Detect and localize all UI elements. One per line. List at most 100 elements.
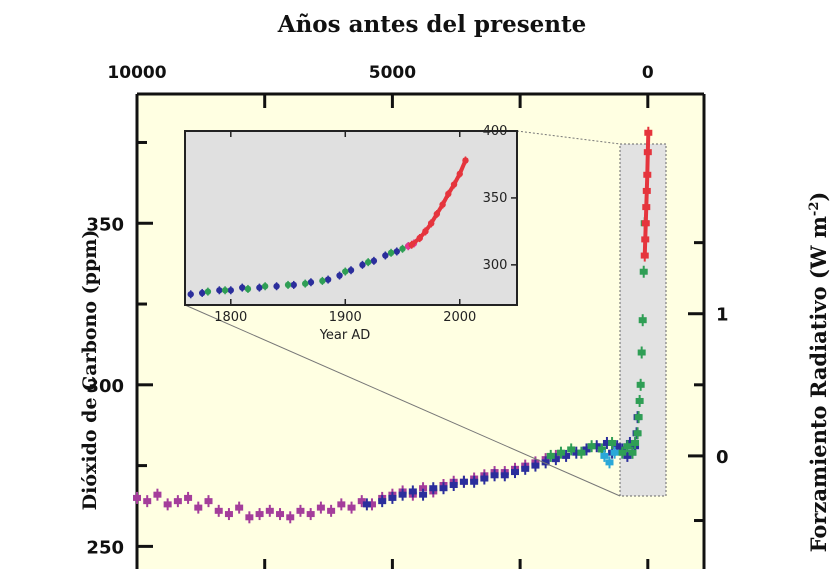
inset-point xyxy=(336,272,343,279)
main-series-4 xyxy=(600,446,619,469)
inset-series-3 xyxy=(408,156,469,249)
main-point xyxy=(521,465,530,472)
main-point xyxy=(490,472,499,479)
inset-point xyxy=(445,190,452,198)
main-point xyxy=(602,439,611,446)
inset-point xyxy=(364,258,372,266)
inset-point xyxy=(433,210,441,218)
left-tick-label-250: 250 xyxy=(86,537,124,558)
main-point xyxy=(265,507,274,514)
main-point xyxy=(597,446,606,453)
main-point xyxy=(419,491,428,498)
inset-ytick-label-350: 350 xyxy=(483,191,508,206)
top-tick-label-10000: 10000 xyxy=(107,63,166,83)
inset-xtick-label-1800: 1800 xyxy=(214,310,247,325)
main-point xyxy=(357,498,366,505)
main-point xyxy=(204,498,213,505)
main-point xyxy=(153,491,162,498)
main-point xyxy=(224,511,233,518)
inset-point xyxy=(450,181,458,188)
inset-point xyxy=(204,288,212,295)
main-point xyxy=(378,498,387,505)
main-point xyxy=(316,504,325,511)
inset-point xyxy=(387,249,395,256)
inset-point xyxy=(261,283,269,290)
inset-point xyxy=(382,252,389,259)
inset-point xyxy=(216,287,223,294)
main-point xyxy=(429,485,438,492)
main-point xyxy=(635,397,644,404)
main-point xyxy=(214,507,223,514)
inset-point xyxy=(462,157,469,164)
inset-point xyxy=(370,257,378,265)
main-point xyxy=(638,317,647,324)
main-point xyxy=(163,501,172,508)
main-point xyxy=(625,439,634,446)
inset-point xyxy=(456,170,463,178)
main-point xyxy=(613,443,622,450)
main-point xyxy=(276,511,285,518)
main-point xyxy=(608,439,617,446)
ylabel-left: Dióxido de Carbono (ppm) xyxy=(79,230,101,511)
main-point xyxy=(408,488,417,495)
inset-chart: 1800 1900 2000 300 350 400 Year AD xyxy=(184,124,518,343)
inset-ytick-label-400: 400 xyxy=(483,124,508,139)
main-point xyxy=(562,452,571,459)
main-point xyxy=(546,452,555,459)
main-point xyxy=(419,485,428,492)
main-point xyxy=(245,514,254,521)
main-point xyxy=(173,498,182,505)
inset-point xyxy=(347,267,355,274)
main-point xyxy=(628,449,637,456)
main-point xyxy=(572,449,581,456)
main-point xyxy=(567,446,576,453)
inset-point xyxy=(187,291,194,298)
inset-point xyxy=(342,268,349,275)
inset-point xyxy=(416,234,423,242)
inset-point xyxy=(290,281,297,289)
main-point xyxy=(286,514,295,521)
main-point xyxy=(449,481,458,488)
inset-point xyxy=(427,220,435,227)
main-point xyxy=(577,449,586,456)
main-point xyxy=(600,452,609,459)
main-point xyxy=(623,443,632,450)
main-point xyxy=(610,449,619,456)
inset-point xyxy=(324,276,332,283)
main-axis-ticks: 10000 5000 0 250 300 350 1 0 xyxy=(86,63,729,569)
main-series-3 xyxy=(640,126,653,262)
inset-point xyxy=(284,281,292,289)
main-point xyxy=(388,494,397,501)
inset-point xyxy=(359,261,366,269)
main-point xyxy=(582,446,591,453)
inset-point xyxy=(307,279,315,286)
left-tick-label-350: 350 xyxy=(86,214,124,235)
main-point xyxy=(500,472,509,479)
main-point xyxy=(184,494,193,501)
inset-point xyxy=(256,284,263,291)
main-point xyxy=(637,349,646,356)
main-point xyxy=(633,430,642,437)
main-point xyxy=(623,452,632,459)
inset-point xyxy=(273,283,280,290)
main-point xyxy=(337,501,346,508)
inset-point xyxy=(439,201,446,208)
main-point xyxy=(470,478,479,485)
main-point xyxy=(194,504,203,511)
main-point xyxy=(511,469,519,476)
inset-point xyxy=(422,228,429,235)
inset-plot-area xyxy=(184,130,518,306)
inset-series-line xyxy=(410,159,468,247)
main-data-series xyxy=(133,126,653,524)
ylabel-right-superscript: -2 xyxy=(807,202,822,216)
main-point xyxy=(541,459,550,466)
inset-data-series xyxy=(187,156,469,299)
top-tick-label-5000: 5000 xyxy=(369,63,416,83)
main-point xyxy=(634,414,643,421)
main-point xyxy=(640,252,649,259)
main-point xyxy=(631,439,640,446)
inset-series-1 xyxy=(204,244,406,296)
inset-point xyxy=(239,284,246,291)
inset-point xyxy=(227,287,234,294)
main-point xyxy=(587,443,596,450)
